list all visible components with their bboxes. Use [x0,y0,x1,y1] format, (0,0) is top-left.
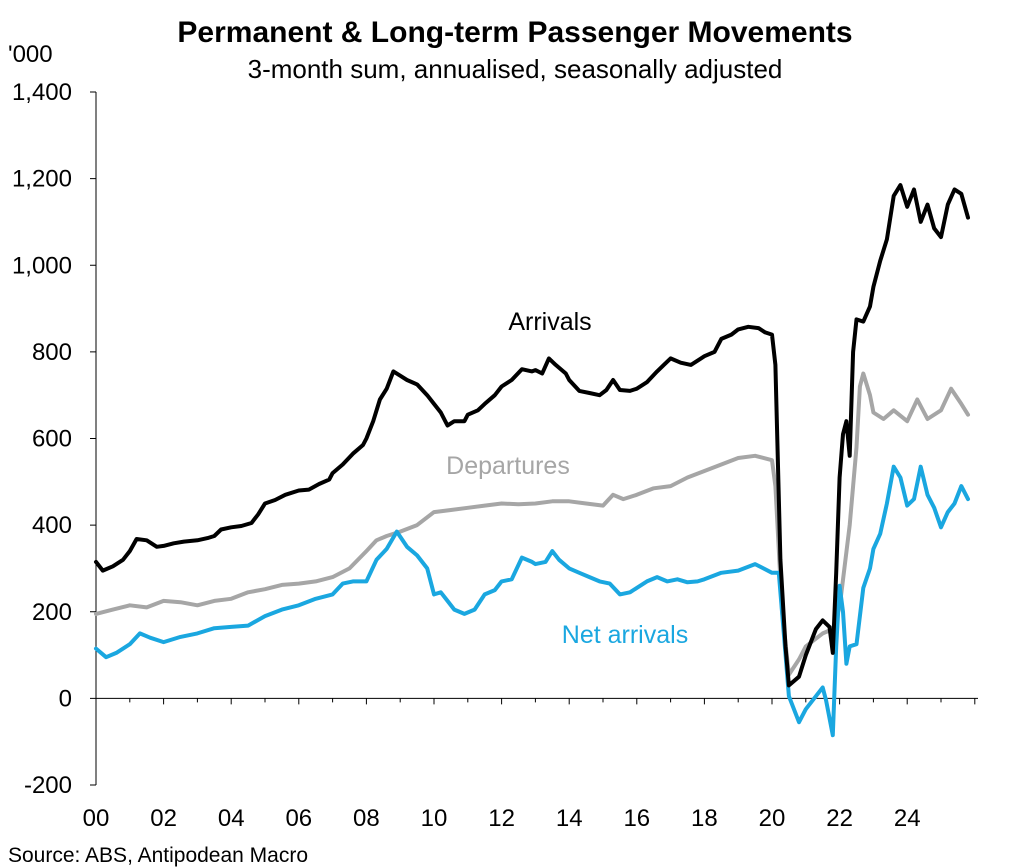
x-tick-label: 16 [623,805,650,832]
x-tick-label: 02 [150,805,177,832]
chart-title: Permanent & Long-term Passenger Movement… [177,16,852,49]
x-tick-label: 22 [826,805,853,832]
y-tick-label: 1,200 [12,166,72,193]
axes: -200 0 200 400 600 800 1,000 1,200 1,400 00 02 04 06… [12,79,978,832]
y-tick-label: 400 [32,512,72,539]
series-line-departures [94,371,970,677]
y-tick-label: 200 [32,599,72,626]
y-tick-label: -200 [24,772,72,799]
x-tick-label: 08 [353,805,380,832]
y-tick-label: 800 [32,339,72,366]
series-line-arrivals [94,183,970,688]
x-tick-label: 12 [488,805,515,832]
x-tick-label: 10 [421,805,448,832]
chart-subtitle: 3-month sum, annualised, seasonally adju… [248,54,783,84]
label-departures: Departures [446,452,570,480]
x-tick-label: 18 [691,805,718,832]
source-note: Source: ABS, Antipodean Macro [8,844,308,867]
y-tick-label: 600 [32,426,72,453]
x-tick-label: 24 [894,805,921,832]
series-line-net-arrivals [94,464,970,738]
label-net-arrivals: Net arrivals [562,621,688,649]
x-tick-label: 20 [759,805,786,832]
x-tick-label: 04 [218,805,245,832]
x-tick-label: 14 [556,805,583,832]
label-arrivals: Arrivals [508,308,591,336]
y-axis-unit-label: '000 [8,41,53,68]
series-lines [94,183,970,738]
x-tick-label: 00 [83,805,110,832]
y-tick-label: 0 [59,685,72,712]
y-tick-label: 1,400 [12,79,72,106]
y-tick-label: 1,000 [12,252,72,279]
x-tick-label: 06 [285,805,312,832]
